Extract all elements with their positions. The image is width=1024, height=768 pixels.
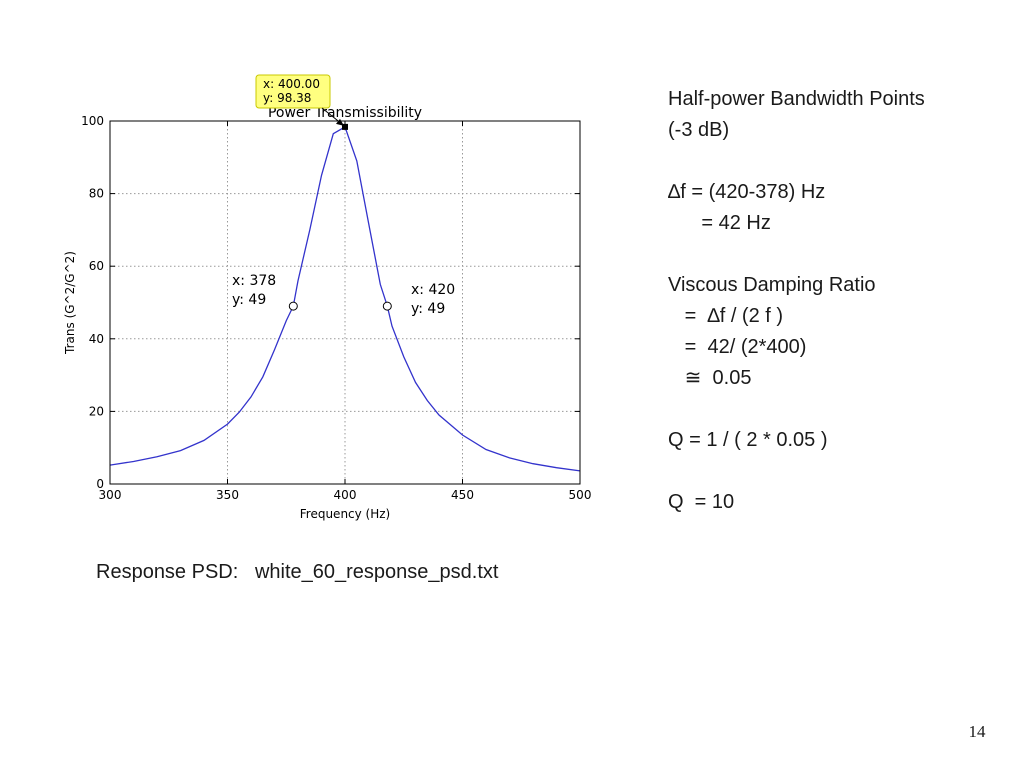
x-tick-label: 300 — [99, 488, 122, 502]
y-tick-label: 80 — [89, 187, 104, 201]
half-power-marker[interactable] — [288, 301, 298, 311]
note-line — [668, 146, 1008, 177]
y-tick-label: 40 — [89, 332, 104, 346]
x-axis-label: Frequency (Hz) — [300, 507, 391, 521]
y-tick-label: 0 — [96, 477, 104, 491]
marker-label-x: x: 420 — [411, 282, 455, 298]
note-line — [668, 394, 1008, 425]
note-line: Viscous Damping Ratio — [668, 274, 876, 296]
y-tick-label: 20 — [89, 404, 104, 418]
datatip-x: x: 400.00 — [263, 77, 320, 91]
note-line — [668, 239, 1008, 270]
note-line: = 42/ (2*400) — [668, 336, 807, 358]
marker-label-x: x: 378 — [232, 273, 276, 289]
marker-label-y: y: 49 — [411, 301, 445, 317]
chart-title: Power Transmissibility — [268, 105, 422, 121]
y-tick-label: 100 — [81, 114, 104, 128]
page-number: 14 — [968, 722, 986, 741]
note-line: (-3 dB) — [668, 119, 730, 141]
datatip-box — [255, 74, 331, 109]
y-axis-label: Trans (G^2/G^2) — [63, 251, 77, 355]
peak-datatip[interactable]: x: 400.00y: 98.38 — [255, 74, 348, 130]
note-line: Q = 10 — [668, 491, 735, 513]
x-tick-label: 350 — [216, 488, 239, 502]
x-tick-label: 450 — [451, 488, 474, 502]
transmissibility-curve — [109, 125, 581, 472]
note-line: ∆f = (420-378) Hz — [668, 181, 826, 203]
note-line: Half-power Bandwidth Points — [668, 88, 925, 110]
marker-label-y: y: 49 — [232, 292, 266, 308]
note-line — [668, 456, 1008, 487]
axis-ticks: 300 350 400 450 500 0 20 40 60 80 100 — [81, 114, 591, 502]
y-tick-label: 60 — [89, 259, 104, 273]
bandwidth-notes: Half-power Bandwidth Points (-3 dB) ∆f = (… — [668, 84, 1008, 518]
half-power-marker[interactable] — [382, 301, 392, 311]
note-line: ≅ 0.05 — [668, 367, 752, 389]
note-line: = 42 Hz — [668, 212, 771, 234]
datatip-y: y: 98.38 — [263, 91, 311, 105]
note-line: Q = 1 / ( 2 * 0.05 ) — [668, 429, 828, 451]
grid-lines — [110, 121, 580, 484]
note-line: = ∆f / (2 f ) — [668, 305, 784, 327]
datatip-anchor — [342, 123, 348, 130]
data-markers: x: 378 y: 49 x: 420 y: 49 — [232, 273, 455, 317]
x-tick-label: 400 — [334, 488, 357, 502]
x-tick-label: 500 — [569, 488, 592, 502]
response-psd-caption: Response PSD: white_60_response_psd.txt — [96, 561, 499, 583]
